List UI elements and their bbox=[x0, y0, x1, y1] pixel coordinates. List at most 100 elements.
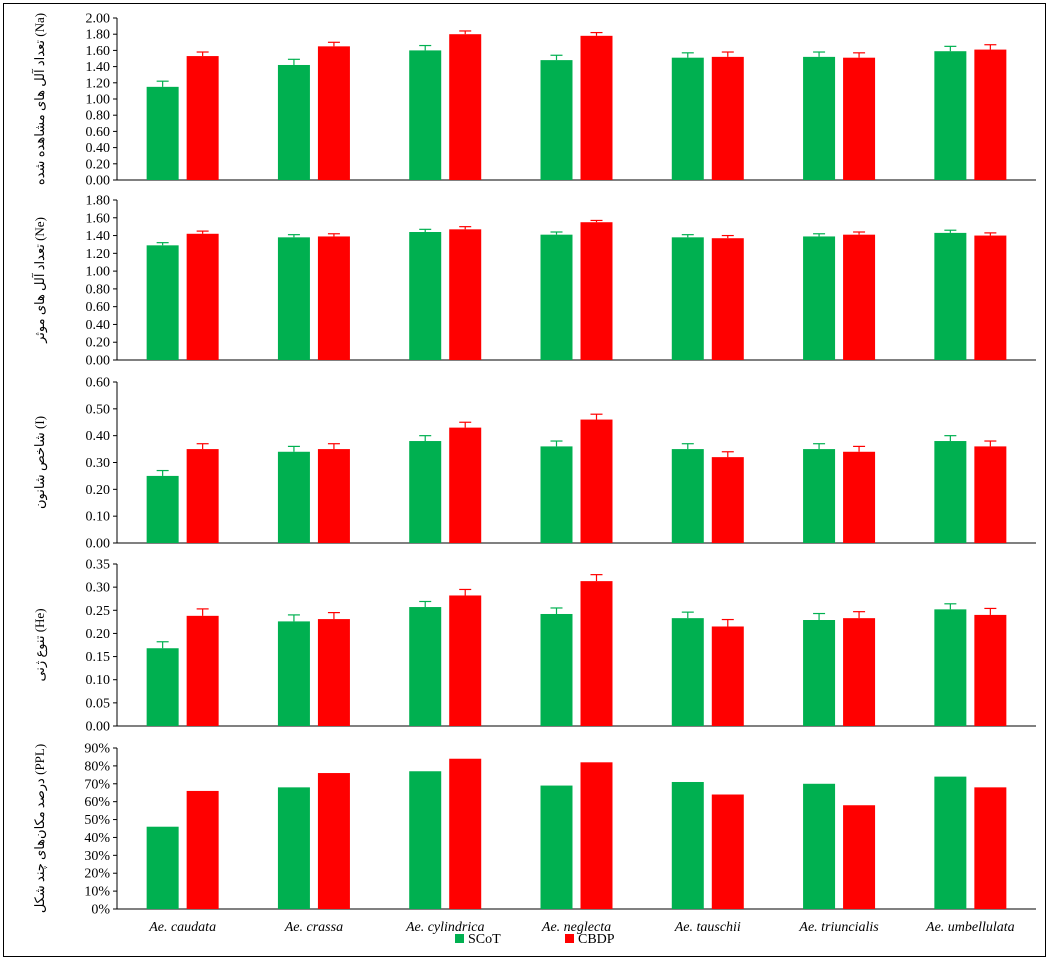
y-tick-label: 0.60 bbox=[86, 300, 111, 315]
y-tick-label: 0.40 bbox=[86, 318, 111, 333]
bar-scot bbox=[277, 237, 310, 360]
bar-cbdp bbox=[711, 626, 744, 726]
y-tick-label: 0.00 bbox=[86, 354, 111, 369]
bar-cbdp bbox=[580, 35, 613, 180]
legend: SCoT CBDP bbox=[455, 932, 615, 947]
y-tick-label: 90% bbox=[84, 742, 110, 757]
x-tick-label: Ae. crassa bbox=[284, 920, 343, 935]
y-tick-label: 0.20 bbox=[86, 627, 111, 642]
y-tick-label: 0% bbox=[91, 903, 110, 918]
y-tick-label: 1.00 bbox=[86, 93, 111, 108]
bar-cbdp bbox=[843, 57, 876, 180]
x-tick-label: Ae. neglecta bbox=[541, 920, 611, 935]
bar-cbdp bbox=[186, 233, 219, 360]
x-tick-label: Ae. umbellulata bbox=[925, 920, 1015, 935]
y-tick-label: 0.80 bbox=[86, 282, 111, 297]
bar-cbdp bbox=[974, 787, 1007, 909]
bar-cbdp bbox=[711, 238, 744, 360]
bar-cbdp bbox=[974, 235, 1007, 360]
y-tick-label: 1.80 bbox=[86, 194, 111, 209]
bar-scot bbox=[671, 781, 704, 909]
chart-panel-4: 0.00 0.05 0.10 0.15 0.20 0.25 0.30 0.35 تنوع ژنی… bbox=[32, 558, 1036, 735]
bar-scot bbox=[277, 451, 310, 543]
bar-cbdp bbox=[843, 451, 876, 543]
y-tick-label: 1.00 bbox=[86, 265, 111, 280]
y-tick-label: 60% bbox=[84, 795, 110, 810]
bar-scot bbox=[146, 245, 179, 360]
y-tick-label: 70% bbox=[84, 777, 110, 792]
y-axis-label: تعداد آلل های مشاهده شده (Na) bbox=[31, 13, 47, 185]
bar-cbdp bbox=[186, 615, 219, 726]
y-tick-label: 40% bbox=[84, 831, 110, 846]
legend-label-scot: SCoT bbox=[468, 932, 501, 947]
y-tick-label: 0.00 bbox=[86, 537, 111, 552]
y-tick-label: 50% bbox=[84, 813, 110, 828]
y-tick-label: 10% bbox=[84, 885, 110, 900]
y-axis-label: درصد مکان‌های چند شکل (PPL) bbox=[32, 744, 48, 913]
y-tick-label: 0.05 bbox=[86, 696, 111, 711]
y-axis-label: تنوع ژنی (He) bbox=[32, 608, 48, 681]
bar-scot bbox=[409, 441, 442, 543]
bar-scot bbox=[277, 787, 310, 909]
bar-scot bbox=[671, 449, 704, 543]
y-tick-label: 0.60 bbox=[86, 125, 111, 140]
bar-cbdp bbox=[449, 595, 482, 726]
y-tick-label: 1.60 bbox=[86, 44, 111, 59]
bar-cbdp bbox=[843, 234, 876, 360]
bar-scot bbox=[803, 236, 836, 360]
figure-frame bbox=[3, 3, 1046, 957]
y-tick-label: 0.20 bbox=[86, 336, 111, 351]
bar-scot bbox=[409, 50, 442, 181]
y-tick-label: 0.25 bbox=[86, 604, 111, 619]
bar-scot bbox=[146, 475, 179, 543]
bar-cbdp bbox=[317, 449, 350, 543]
bar-cbdp bbox=[974, 446, 1007, 543]
bar-scot bbox=[540, 446, 573, 543]
bar-scot bbox=[934, 232, 967, 360]
y-tick-label: 30% bbox=[84, 849, 110, 864]
y-tick-label: 2.00 bbox=[86, 12, 111, 27]
bar-scot bbox=[803, 56, 836, 180]
y-tick-label: 0.60 bbox=[86, 376, 111, 391]
bar-cbdp bbox=[186, 449, 219, 543]
y-tick-label: 1.20 bbox=[86, 247, 111, 262]
y-tick-label: 0.30 bbox=[86, 581, 111, 596]
bar-scot bbox=[540, 234, 573, 360]
chart-panel-2: 0.00 0.20 0.40 0.60 0.80 1.00 1.20 1.40 1.60 1.80… bbox=[31, 194, 1036, 369]
bar-cbdp bbox=[580, 419, 613, 543]
legend-label-cbdp: CBDP bbox=[578, 932, 615, 947]
bar-cbdp bbox=[317, 773, 350, 909]
bar-scot bbox=[671, 618, 704, 726]
bar-scot bbox=[277, 64, 310, 180]
bar-cbdp bbox=[449, 229, 482, 360]
y-tick-label: 0.00 bbox=[86, 174, 111, 189]
bar-scot bbox=[803, 449, 836, 543]
bar-cbdp bbox=[711, 794, 744, 909]
y-tick-label: 0.10 bbox=[86, 673, 111, 688]
x-tick-label: Ae. tauschii bbox=[674, 920, 741, 935]
y-tick-label: 0.40 bbox=[86, 141, 111, 156]
chart-panel-5: 0% 10% 20% 30% 40% 50% 60% 70% 80% 90% درصد مکان‌ه… bbox=[32, 742, 1036, 935]
bar-cbdp bbox=[580, 222, 613, 360]
bar-scot bbox=[934, 51, 967, 181]
y-tick-label: 0.20 bbox=[86, 483, 111, 498]
y-tick-label: 0.20 bbox=[86, 157, 111, 172]
chart-panel-1: 0.00 0.200.400.600.801.00 1.201.401.601.80… bbox=[31, 12, 1036, 189]
y-tick-label: 1.60 bbox=[86, 211, 111, 226]
bar-scot bbox=[671, 57, 704, 180]
x-tick-label: Ae. triuncialis bbox=[798, 920, 879, 935]
bar-cbdp bbox=[580, 581, 613, 726]
y-axis-label: تعداد آلل های موثر (Ne) bbox=[31, 217, 48, 344]
bar-scot bbox=[540, 785, 573, 909]
bar-cbdp bbox=[317, 236, 350, 360]
y-tick-label: 1.20 bbox=[86, 76, 111, 91]
bar-cbdp bbox=[580, 762, 613, 909]
y-tick-label: 0.30 bbox=[86, 456, 111, 471]
bar-scot bbox=[540, 60, 573, 181]
bar-cbdp bbox=[317, 46, 350, 180]
bar-scot bbox=[934, 441, 967, 543]
x-tick-label: Ae. caudata bbox=[148, 920, 216, 935]
y-tick-label: 1.40 bbox=[86, 229, 111, 244]
bar-scot bbox=[803, 783, 836, 909]
